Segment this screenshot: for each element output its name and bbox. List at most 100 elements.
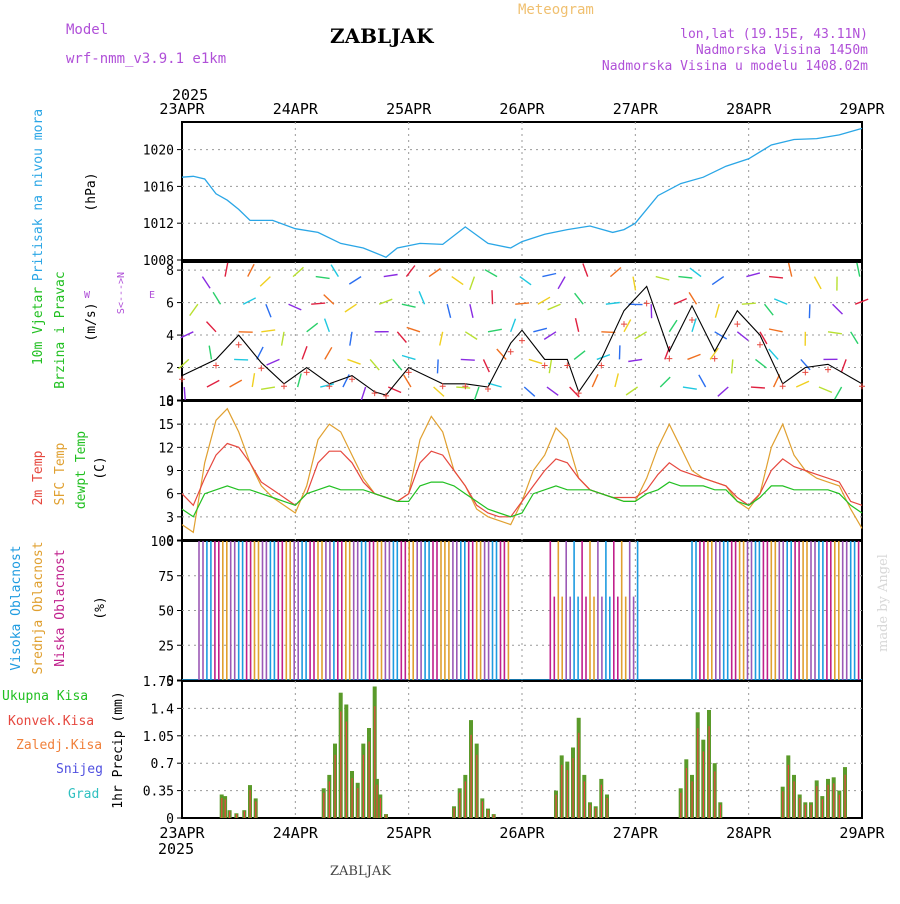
precip-conv-bar [454, 808, 455, 818]
wind-arrow [461, 359, 475, 360]
precip-conv-bar [709, 726, 710, 818]
wind-gust-mark [757, 342, 763, 348]
wind-gust-mark [802, 369, 808, 375]
x-tick-bottom-label: 29APR [839, 824, 885, 842]
wind-ylabel: 10m Vjetar [31, 287, 46, 365]
wind-arrow [683, 387, 697, 389]
wind-arrow [350, 332, 352, 346]
wind-arrow [384, 275, 398, 277]
station-title: ZABLJAK [330, 24, 434, 48]
wind-arrow [712, 277, 724, 285]
wind-arrow [547, 387, 558, 395]
wind-arrow [260, 277, 270, 287]
temp-ylabel3: dewpt Temp [74, 431, 89, 509]
wind-arrow [538, 297, 550, 304]
wind-gust-mark [780, 383, 786, 389]
wind-arrow [488, 329, 502, 332]
wind-arrow [202, 277, 210, 289]
pressure-ytick-label: 1012 [143, 217, 174, 232]
x-tick-top-label: 26APR [499, 100, 545, 118]
wind-gust-mark [281, 383, 287, 389]
precip-conv-bar [465, 781, 466, 818]
precip-ytick-label: 1.05 [143, 730, 174, 745]
x-tick-bottom-label: 27APR [613, 824, 659, 842]
cloud-ylabel3: Niska Oblacnost [53, 549, 68, 666]
wind-arrow [774, 299, 787, 304]
dewpt-line [182, 482, 862, 517]
precip-conv-bar [363, 755, 364, 818]
wind-arrow [796, 381, 809, 387]
wind-arrow [606, 303, 620, 305]
wind-arrow [558, 277, 565, 289]
wind-arrow [841, 359, 846, 372]
precip-conv-bar [493, 815, 494, 818]
precip-conv-bar [323, 793, 324, 818]
wind-arrow [544, 332, 556, 340]
precip-conv-bar [601, 785, 602, 818]
wind-arrow [699, 375, 706, 387]
wind-gust-mark [508, 349, 514, 355]
x-tick-bottom-label: 25APR [386, 824, 432, 842]
wind-arrow [755, 359, 766, 368]
wind-arrow [452, 277, 463, 285]
wind-arrow [465, 332, 477, 340]
wind-arrow [592, 374, 598, 387]
wind-arrow [207, 380, 219, 387]
precip-conv-bar [376, 785, 377, 818]
wind-arrow [549, 359, 551, 373]
wind-arrow [601, 332, 615, 333]
wind-arrow [406, 266, 415, 277]
wind-arrow [851, 332, 858, 344]
altitude-label: Nadmorska Visina 1450m [696, 43, 868, 58]
precip-conv-bar [680, 793, 681, 818]
precip-conv-bar [352, 778, 353, 818]
precip-conv-bar [380, 798, 381, 818]
wind-gust-mark [383, 393, 389, 399]
wind-gust-mark [258, 365, 264, 371]
wind-arrow [548, 304, 561, 309]
temp-ytick-label: 3 [166, 511, 174, 526]
wind-arrow [751, 387, 765, 388]
wind-arrow [393, 359, 402, 370]
temp-unit: (C) [93, 456, 108, 479]
wind-arrow [660, 377, 670, 387]
precip-conv-bar [236, 814, 237, 818]
pressure-ylabel: Pritisak na nivou mora [31, 109, 46, 281]
wind-arrow [690, 268, 701, 277]
wind-arrow [515, 303, 529, 304]
wind-arrow [266, 304, 271, 317]
precip-conv-bar [250, 790, 251, 818]
precip-conv-bar [595, 808, 596, 818]
pressure-ytick-label: 1016 [143, 180, 174, 195]
x-tick-bottom-label: 28APR [726, 824, 772, 842]
wind-compass-e: E [149, 290, 155, 301]
wind-arrow [370, 359, 379, 370]
precip-ytick-label: 1.75 [143, 675, 174, 690]
precip-conv-bar [369, 742, 370, 819]
wind-arrow [769, 277, 783, 278]
wind-arrow [325, 347, 332, 359]
wind-arrow [311, 303, 325, 304]
precip-ytick-label: 0 [166, 812, 174, 827]
precip-conv-bar [578, 733, 579, 818]
cloud-ytick-label: 50 [158, 605, 174, 620]
precip-panel: 00.350.71.051.41.75 [143, 675, 862, 827]
wind-ytick-label: 4 [166, 329, 174, 344]
cloud-ytick-label: 25 [158, 639, 174, 654]
wind-arrow [819, 387, 832, 392]
wind-arrow [835, 387, 842, 399]
wind-arrow [345, 304, 357, 312]
temp-ytick-label: 6 [166, 488, 174, 503]
precip-conv-bar [811, 805, 812, 818]
pressure-unit: (hPa) [84, 172, 99, 211]
precip-conv-bar [833, 783, 834, 818]
wind-arrow [520, 277, 531, 285]
wind-arrow [737, 332, 748, 341]
precip-conv-bar [229, 811, 230, 818]
wind-arrow [419, 291, 424, 304]
precip-conv-bar [567, 770, 568, 818]
wind-arrow [190, 304, 198, 315]
